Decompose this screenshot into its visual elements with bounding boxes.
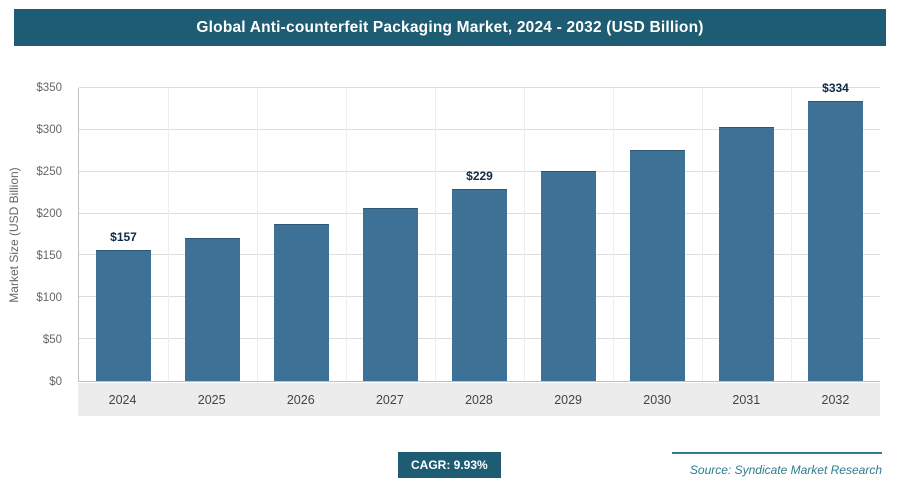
plot-area: $157 $229 $334	[78, 81, 880, 382]
x-tick-label-2028: 2028	[465, 392, 493, 407]
y-axis-tick-labels: $0 $50 $100 $150 $200 $250 $300 $350	[0, 82, 70, 388]
bar-2032	[807, 101, 864, 381]
bar-2030	[629, 149, 686, 381]
bar-column-2025	[168, 88, 257, 381]
page-title: Global Anti-counterfeit Packaging Market…	[196, 18, 704, 36]
vertical-gridline	[168, 88, 169, 381]
vertical-gridline	[702, 88, 703, 381]
gridline	[79, 87, 880, 88]
y-tick-label: $0	[49, 376, 62, 388]
y-tick-label: $300	[36, 124, 62, 136]
bar-column-2032: $334	[791, 81, 880, 381]
vertical-gridline	[345, 88, 347, 381]
bar-column-2024: $157	[79, 88, 168, 381]
x-tick-label-2030: 2030	[643, 392, 672, 407]
bar-2026	[273, 223, 330, 381]
x-axis-labels: 2024 2025 2026 2027 2028 2029 2030 2031 2032	[78, 383, 880, 416]
vertical-gridline	[791, 88, 792, 381]
bar-value-label: $229	[466, 169, 493, 184]
gridline	[79, 128, 880, 130]
x-tick-label-2029: 2029	[554, 392, 582, 407]
cagr-badge: CAGR: 9.93%	[398, 452, 501, 478]
vertical-gridline	[524, 88, 525, 381]
bar-2031	[718, 127, 775, 381]
bar-column-2027	[346, 88, 435, 381]
vertical-gridline	[612, 88, 614, 381]
bar-2025	[184, 237, 241, 381]
chart-title-bar: Global Anti-counterfeit Packaging Market…	[14, 9, 886, 46]
bar-value-label: $334	[822, 81, 849, 96]
x-tick-label-2024: 2024	[108, 392, 137, 407]
bar-2024	[95, 249, 152, 381]
bar-column-2026	[257, 88, 346, 381]
bar-2028	[451, 189, 508, 381]
x-tick-label-2025: 2025	[197, 392, 226, 407]
y-tick-label: $50	[42, 334, 62, 346]
bar-column-2028: $229	[435, 88, 524, 381]
x-tick-label-2032: 2032	[821, 392, 850, 407]
source-text: Source: Syndicate Market Research	[689, 463, 882, 477]
bar-2027	[362, 207, 419, 381]
vertical-gridline	[435, 88, 436, 381]
x-tick-label-2027: 2027	[375, 392, 404, 407]
bar-column-2030	[613, 88, 702, 381]
gridline	[79, 170, 880, 172]
x-tick-label-2026: 2026	[286, 392, 315, 407]
bar-value-label: $157	[110, 229, 137, 244]
source-attribution: Source: Syndicate Market Research	[672, 452, 882, 479]
bar-column-2031	[702, 88, 791, 381]
y-tick-label: $250	[36, 166, 62, 178]
bar-series: $157 $229 $334	[79, 81, 880, 381]
y-tick-label: $350	[36, 82, 62, 94]
y-tick-label: $150	[36, 250, 62, 262]
y-tick-label: $100	[36, 292, 62, 304]
y-tick-label: $200	[36, 208, 62, 220]
vertical-gridline	[257, 88, 258, 381]
bar-column-2029	[524, 88, 613, 381]
x-tick-label-2031: 2031	[732, 392, 761, 407]
bar-2029	[540, 170, 597, 381]
